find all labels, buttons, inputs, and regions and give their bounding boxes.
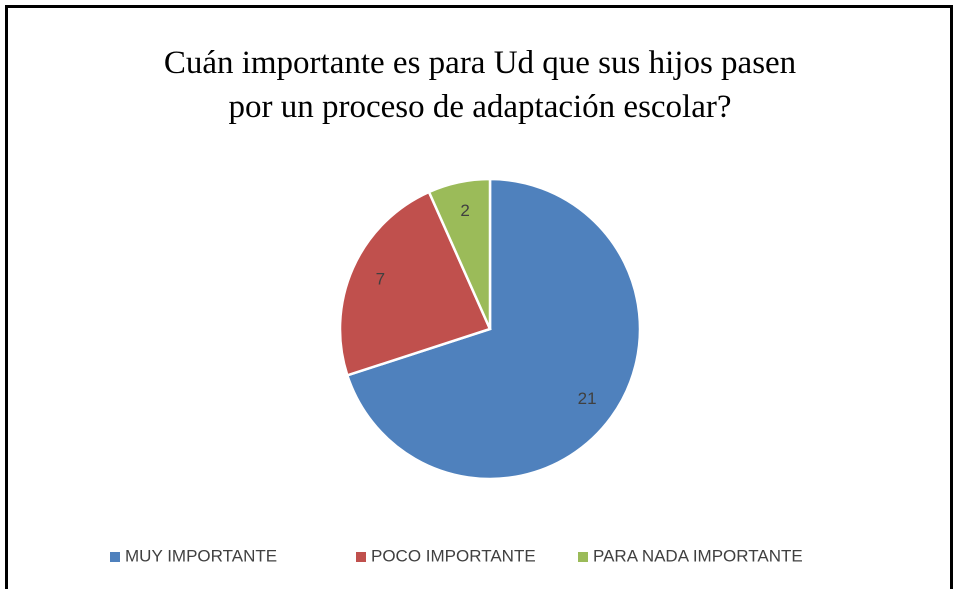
- chart-border: [5, 5, 953, 589]
- data-label: 21: [578, 389, 597, 408]
- legend-swatch: [356, 552, 366, 562]
- legend-label: PARA NADA IMPORTANTE: [593, 546, 803, 565]
- data-label: 2: [460, 201, 469, 220]
- pie-slice: [345, 177, 642, 481]
- legend-swatch: [110, 552, 120, 562]
- legend-swatch: [578, 552, 588, 562]
- legend-label: MUY IMPORTANTE: [125, 546, 277, 565]
- data-label: 7: [376, 270, 385, 289]
- chart-title: Cuán importante es para Ud que sus hijos…: [164, 45, 796, 81]
- pie-slice: [338, 190, 492, 377]
- chart-title: por un proceso de adaptación escolar?: [228, 89, 731, 125]
- pie-slice: [427, 177, 492, 330]
- legend-label: POCO IMPORTANTE: [371, 546, 536, 565]
